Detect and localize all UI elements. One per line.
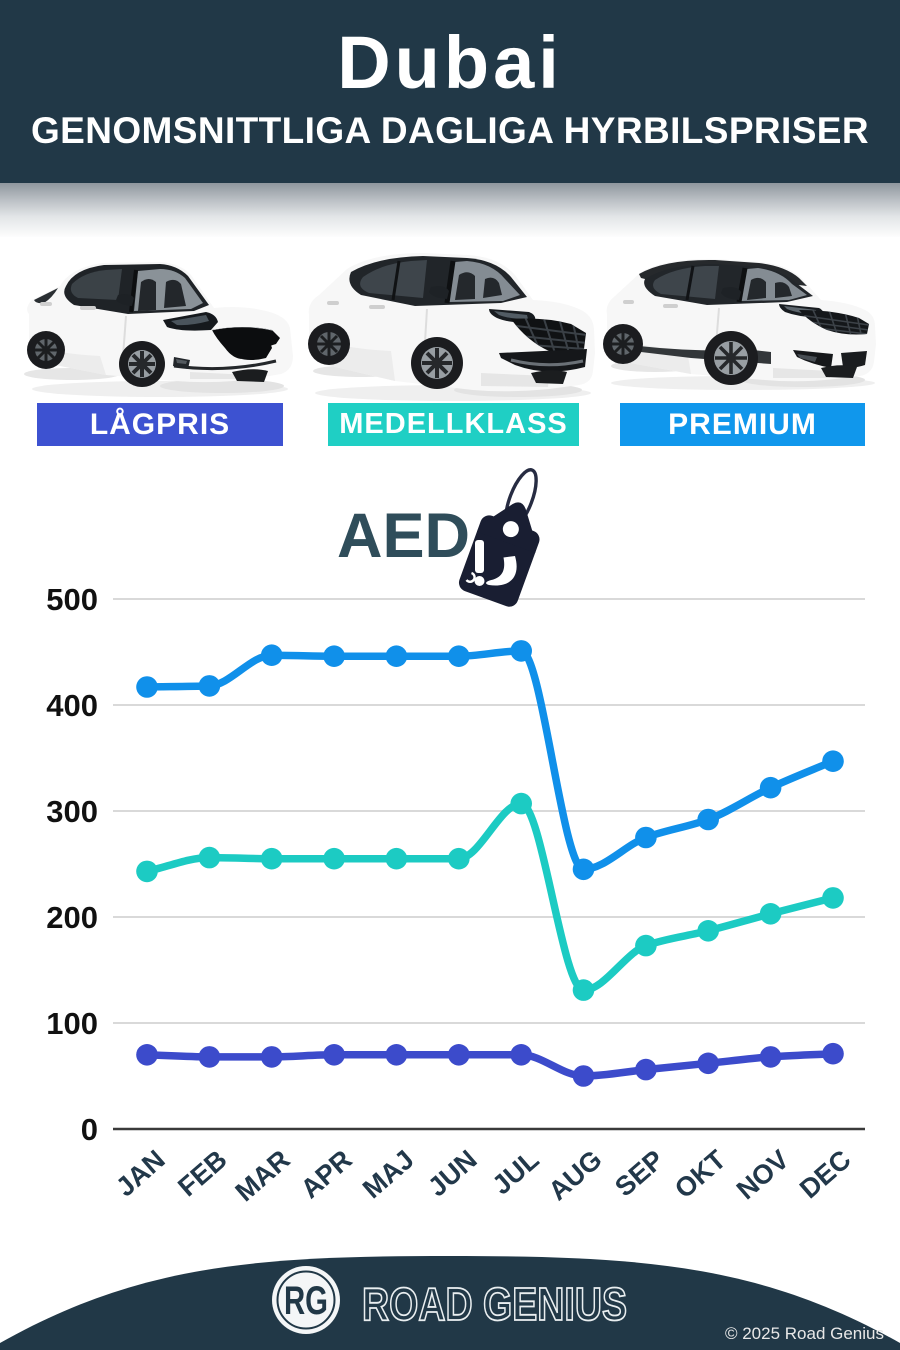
svg-text:300: 300 [46,794,98,829]
svg-text:FEB: FEB [172,1144,232,1202]
svg-text:JUL: JUL [487,1144,545,1200]
svg-text:APR: APR [295,1144,358,1204]
svg-text:0: 0 [81,1112,98,1147]
svg-text:OKT: OKT [669,1144,732,1204]
svg-text:400: 400 [46,688,98,723]
svg-text:100: 100 [46,1006,98,1041]
svg-text:MAJ: MAJ [357,1144,420,1204]
svg-text:JAN: JAN [110,1144,170,1202]
svg-text:DEC: DEC [794,1144,857,1204]
svg-text:MAR: MAR [230,1144,296,1207]
svg-text:NOV: NOV [731,1144,795,1205]
svg-text:AUG: AUG [543,1144,608,1206]
svg-text:SEP: SEP [609,1144,669,1202]
svg-text:JUN: JUN [422,1144,482,1202]
svg-text:200: 200 [46,900,98,935]
svg-text:RG: RG [284,1279,328,1323]
svg-text:ROAD GENIUS: ROAD GENIUS [362,1278,627,1330]
svg-text:500: 500 [46,582,98,617]
